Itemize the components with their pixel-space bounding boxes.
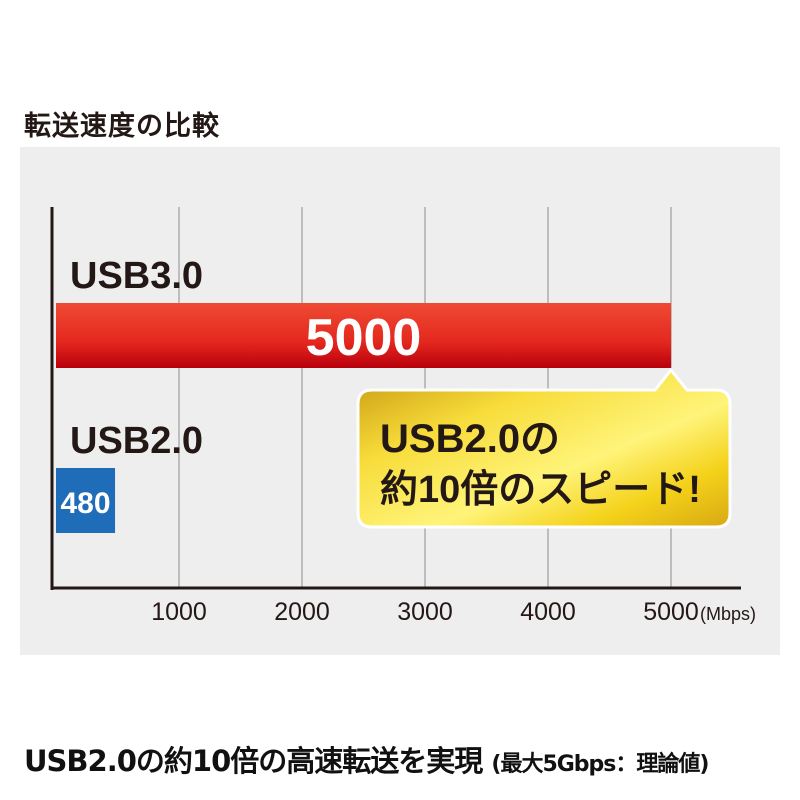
caption-note: (最大5Gbps：理論値): [491, 752, 709, 777]
bar-usb2.0: [56, 468, 116, 533]
category-label: USB2.0: [70, 420, 203, 462]
bar-usb3.0: [56, 303, 671, 368]
x-tick-label: 3000: [397, 598, 453, 626]
callout-text: 約10倍のスピード!: [380, 469, 701, 511]
x-unit-label: (Mbps): [700, 604, 756, 624]
callout-bubble: [356, 367, 732, 529]
caption: USB2.0の約10倍の高速転送を実現 (最大5Gbps：理論値): [24, 738, 709, 780]
bar-value-label: 480: [60, 487, 110, 520]
x-tick-label: 1000: [151, 598, 207, 626]
x-tick-label: 2000: [274, 598, 330, 626]
category-label: USB3.0: [70, 255, 203, 297]
bar-value-label: 5000: [306, 309, 422, 367]
chart-title: 転送速度の比較: [24, 111, 220, 142]
x-tick-label: 4000: [520, 598, 576, 626]
caption-main: USB2.0の約10倍の高速転送を実現: [24, 744, 483, 778]
x-tick-label: 5000: [643, 598, 699, 626]
callout-text: USB2.0の: [380, 417, 560, 461]
